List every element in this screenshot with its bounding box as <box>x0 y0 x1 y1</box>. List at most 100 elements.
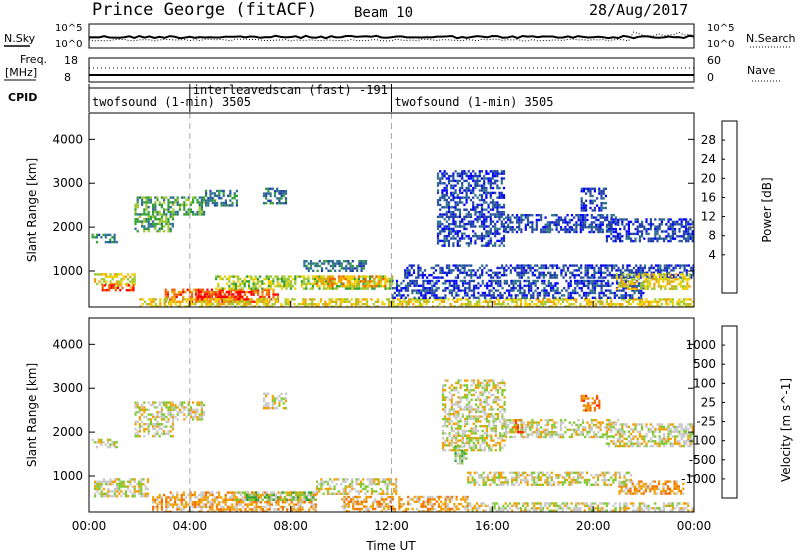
heatmap-cell <box>522 266 526 270</box>
heatmap-cell <box>172 406 175 409</box>
heatmap-cell <box>477 291 480 295</box>
heatmap-cell <box>635 274 638 277</box>
heatmap-cell <box>658 225 661 228</box>
heatmap-cell <box>245 303 248 306</box>
heatmap-cell <box>602 284 605 287</box>
heatmap-cell <box>177 291 180 294</box>
heatmap-cell <box>547 279 550 283</box>
heatmap-cell <box>318 275 321 278</box>
heatmap-cell <box>171 505 174 509</box>
heatmap-cell <box>120 495 123 498</box>
heatmap-cell <box>640 285 643 288</box>
heatmap-cell <box>141 201 144 204</box>
heatmap-cell <box>339 298 342 301</box>
heatmap-cell <box>488 294 491 297</box>
heatmap-cell <box>472 225 475 228</box>
heatmap-cell <box>320 483 323 486</box>
heatmap-cell <box>169 403 172 407</box>
heatmap-cell <box>360 269 363 272</box>
heatmap-cell <box>334 262 337 265</box>
heatmap-cell <box>612 235 615 238</box>
heatmap-cell <box>269 199 272 202</box>
heatmap-cell <box>199 288 202 291</box>
heatmap-cell <box>644 285 647 288</box>
heatmap-cell <box>255 501 258 504</box>
heatmap-cell <box>152 300 155 303</box>
heatmap-cell <box>265 194 268 198</box>
heatmap-cell <box>647 239 650 243</box>
heatmap-cell <box>325 287 328 290</box>
heatmap-cell <box>183 408 186 411</box>
heatmap-cell <box>439 208 442 211</box>
heatmap-cell <box>602 276 605 279</box>
heatmap-cell <box>454 222 457 226</box>
heatmap-cell <box>331 282 334 285</box>
heatmap-cell <box>223 303 226 306</box>
heatmap-cell <box>687 220 690 224</box>
heatmap-cell <box>681 271 684 274</box>
heatmap-cell <box>570 214 574 217</box>
heatmap-cell <box>264 505 267 509</box>
heatmap-cell <box>364 282 367 285</box>
heatmap-cell <box>499 296 502 299</box>
heatmap-cell <box>231 496 234 499</box>
heatmap-cell <box>167 505 170 509</box>
heatmap-cell <box>476 215 479 219</box>
heatmap-cell <box>237 275 240 278</box>
heatmap-cell <box>227 204 230 207</box>
heatmap-cell <box>657 266 660 270</box>
heatmap-cell <box>194 298 197 301</box>
heatmap-cell <box>182 288 185 291</box>
heatmap-cell <box>641 300 644 303</box>
heatmap-cell <box>504 216 508 219</box>
colorbar-tick-label: 8 <box>708 229 716 243</box>
heatmap-cell <box>154 501 157 504</box>
heatmap-cell <box>312 493 315 497</box>
heatmap-cell <box>515 300 518 303</box>
heatmap-cell <box>209 298 212 301</box>
heatmap-cell <box>289 285 292 288</box>
heatmap-cell <box>324 300 327 303</box>
heatmap-cell <box>603 218 607 222</box>
heatmap-cell <box>152 225 155 228</box>
heatmap-cell <box>631 282 634 286</box>
heatmap-cell <box>149 218 152 221</box>
heatmap-cell <box>270 493 273 497</box>
heatmap-cell <box>183 418 186 421</box>
heatmap-cell <box>461 266 464 270</box>
heatmap-cell <box>663 230 666 233</box>
heatmap-cell <box>200 493 203 497</box>
heatmap-cell <box>190 300 193 303</box>
heatmap-cell <box>456 276 460 279</box>
heatmap-cell <box>109 280 112 283</box>
heatmap-cell <box>643 300 646 303</box>
heatmap-cell <box>243 298 246 301</box>
heatmap-cell <box>486 294 489 297</box>
heatmap-cell <box>489 182 492 185</box>
heatmap-cell <box>593 279 597 283</box>
heatmap-cell <box>208 295 211 298</box>
heatmap-cell <box>160 415 163 419</box>
heatmap-cell <box>315 490 319 493</box>
heatmap-cell <box>598 192 601 195</box>
heatmap-cell <box>273 190 277 193</box>
heatmap-cell <box>589 192 592 195</box>
heatmap-cell <box>430 266 433 270</box>
heatmap-cell <box>665 298 668 301</box>
heatmap-cell <box>412 269 416 272</box>
heatmap-cell <box>474 213 477 216</box>
heatmap-cell <box>109 438 112 442</box>
heatmap-cell <box>262 192 266 195</box>
heatmap-cell <box>329 275 332 278</box>
heatmap-cell <box>630 271 633 274</box>
heatmap-cell <box>242 303 245 306</box>
heatmap-cell <box>593 289 597 292</box>
heatmap-cell <box>498 186 501 190</box>
heatmap-cell <box>246 291 249 294</box>
heatmap-cell <box>267 402 270 405</box>
heatmap-cell <box>515 216 519 219</box>
heatmap-cell <box>476 196 479 199</box>
heatmap-cell <box>534 279 537 283</box>
heatmap-cell <box>102 280 105 283</box>
heatmap-cell <box>208 290 211 294</box>
